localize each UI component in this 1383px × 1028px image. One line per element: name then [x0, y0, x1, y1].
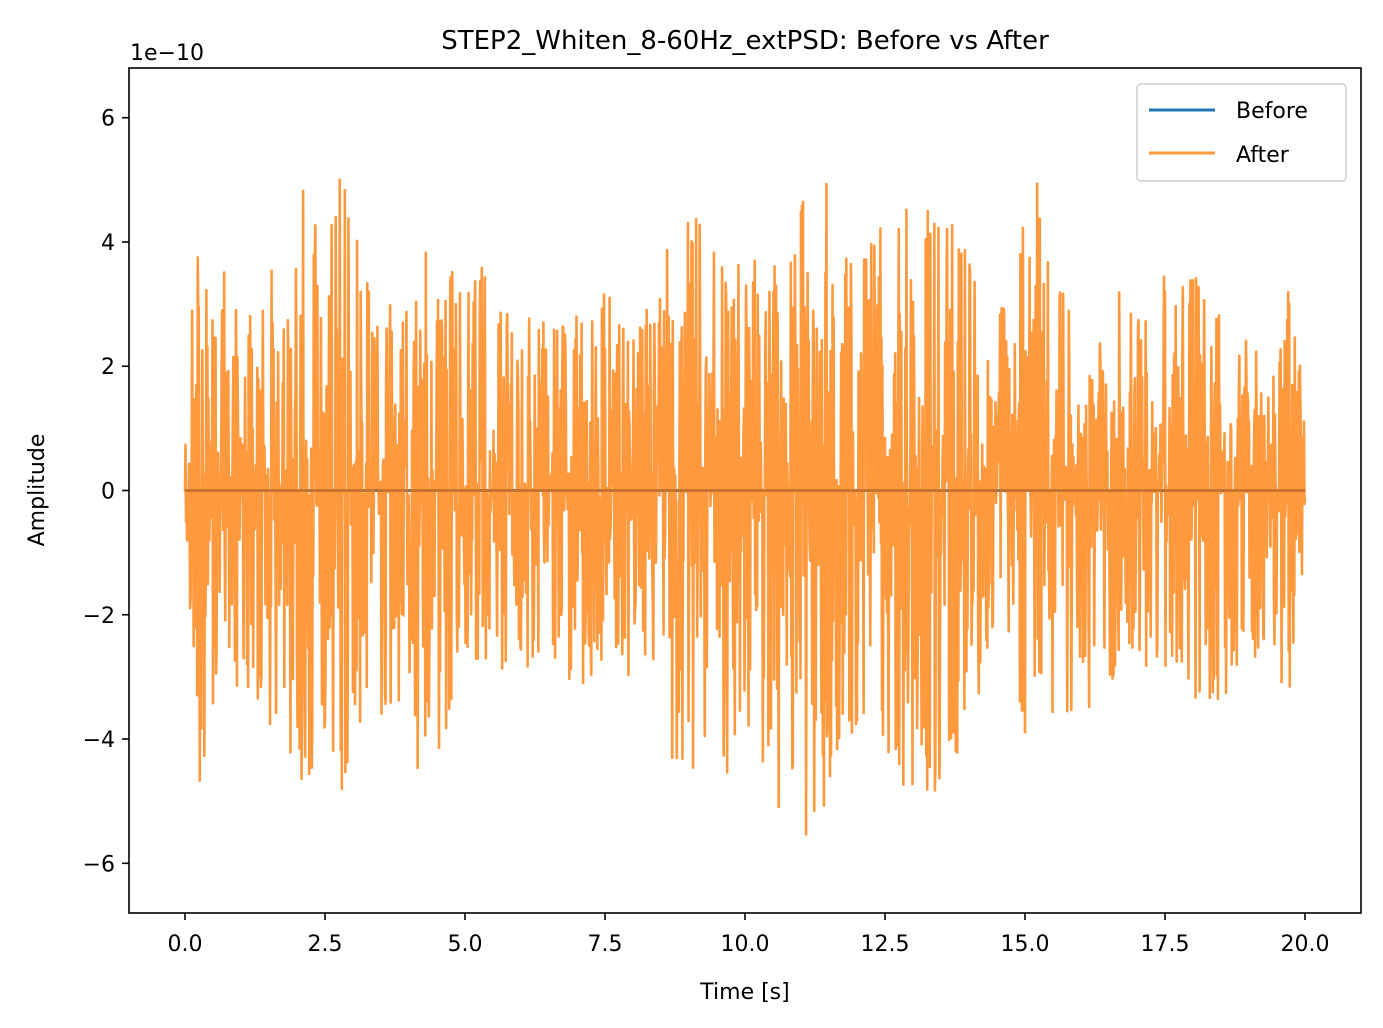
x-axis-ticks: 0.0 2.5 5.0 7.5 10.0 12.5 15.0 17.5 20.0 — [168, 913, 1330, 957]
x-tick-label: 12.5 — [861, 932, 910, 957]
y-axis-ticks: −6 −4 −2 0 2 4 6 — [83, 107, 129, 877]
y-offset-label: 1e−10 — [130, 41, 204, 66]
x-tick-label: 2.5 — [308, 932, 343, 957]
series-after-line — [183, 178, 1307, 836]
x-tick-label: 5.0 — [448, 932, 483, 957]
y-tick-label: 2 — [101, 355, 115, 380]
y-tick-label: 0 — [101, 480, 115, 505]
x-tick-label: 20.0 — [1281, 932, 1330, 957]
x-axis-label: Time [s] — [699, 980, 789, 1005]
axes-frame — [128, 67, 1362, 914]
legend: Before After — [1136, 83, 1347, 182]
legend-label-before: Before — [1236, 99, 1308, 124]
x-tick-label: 0.0 — [168, 932, 203, 957]
x-tick-label: 15.0 — [1001, 932, 1050, 957]
y-axis-label: Amplitude — [25, 434, 50, 547]
plot-area — [183, 178, 1307, 836]
y-tick-label: 6 — [101, 107, 115, 132]
legend-label-after: After — [1236, 143, 1290, 168]
legend-box — [1136, 83, 1347, 182]
y-tick-label: 4 — [101, 231, 115, 256]
chart-title: STEP2_Whiten_8-60Hz_extPSD: Before vs Af… — [441, 26, 1049, 56]
y-tick-label: −6 — [83, 852, 115, 877]
y-tick-label: −2 — [83, 604, 115, 629]
x-tick-label: 10.0 — [721, 932, 770, 957]
x-tick-label: 7.5 — [588, 932, 623, 957]
x-tick-label: 17.5 — [1141, 932, 1190, 957]
y-tick-label: −4 — [83, 728, 115, 753]
